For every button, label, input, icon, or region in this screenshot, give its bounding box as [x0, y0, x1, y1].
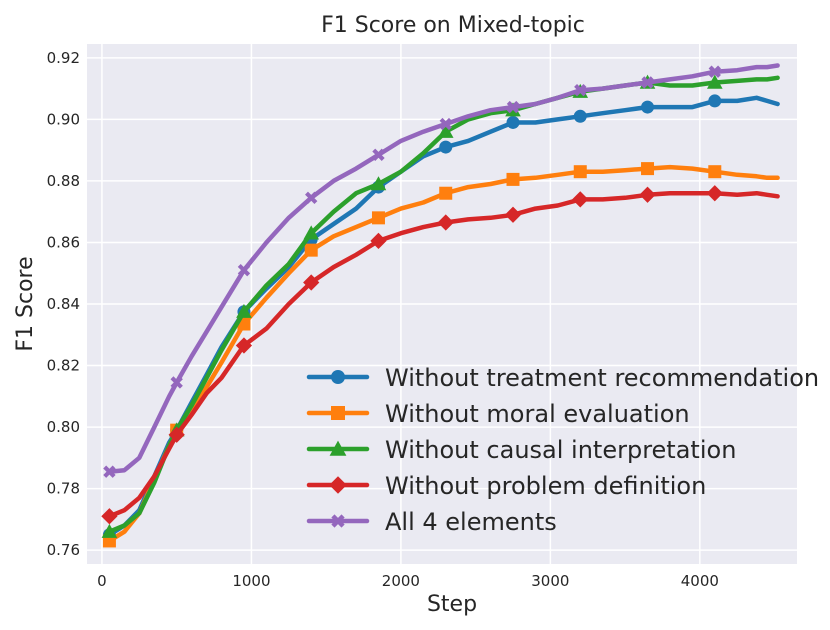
diamond-marker	[706, 185, 723, 202]
x-tick-label: 2000	[382, 572, 420, 590]
x-marker	[170, 376, 183, 389]
x-marker	[237, 263, 251, 277]
square-marker	[439, 186, 453, 200]
legend-label: All 4 elements	[385, 508, 557, 536]
x-marker	[103, 465, 116, 478]
triangle-marker	[329, 440, 347, 456]
legend-item: Without moral evaluation	[306, 400, 690, 428]
legend-item: Without causal interpretation	[306, 436, 736, 464]
x-marker	[574, 83, 587, 97]
x-axis-label: Step	[427, 592, 477, 617]
legend-item: Without problem definition	[306, 472, 706, 500]
diamond-marker	[437, 214, 454, 231]
legend-item: All 4 elements	[306, 508, 557, 536]
y-tick-label: 0.88	[47, 172, 80, 190]
x-marker	[506, 100, 520, 114]
chart-title: F1 Score on Mixed-topic	[321, 13, 585, 38]
x-tick-label: 0	[97, 572, 107, 590]
legend-label: Without problem definition	[385, 472, 706, 500]
diamond-marker	[639, 186, 656, 203]
x-marker	[372, 148, 385, 161]
square-marker	[573, 165, 587, 179]
diamond-marker	[370, 232, 387, 250]
x-tick-label: 4000	[681, 572, 719, 590]
square-marker	[371, 211, 385, 225]
y-tick-label: 0.76	[47, 541, 80, 559]
circle-marker	[573, 109, 587, 123]
x-marker	[708, 65, 721, 78]
triangle-marker	[706, 74, 723, 89]
square-marker	[506, 172, 520, 186]
series-4	[103, 63, 780, 478]
diamond-marker	[303, 274, 320, 291]
series-layer	[101, 63, 780, 548]
y-tick-label: 0.80	[47, 418, 80, 436]
y-tick-label: 0.86	[47, 233, 80, 251]
y-tick-label: 0.92	[47, 49, 80, 67]
triangle-marker	[101, 523, 118, 538]
y-tick-label: 0.82	[47, 357, 80, 375]
y-tick-label: 0.84	[47, 295, 80, 313]
triangle-marker	[303, 225, 320, 240]
diamond-marker	[101, 508, 118, 525]
circle-marker	[439, 140, 453, 154]
diamond-marker	[329, 476, 347, 494]
diamond-marker	[235, 337, 253, 354]
diamond-marker	[504, 206, 522, 223]
grid	[87, 44, 797, 564]
legend: Without treatment recommendation Without …	[306, 364, 819, 536]
triangle-marker	[236, 303, 252, 318]
diamond-marker	[572, 191, 589, 208]
series-line	[107, 63, 780, 474]
x-marker	[331, 514, 345, 528]
triangle-marker	[370, 176, 387, 191]
legend-label: Without causal interpretation	[385, 436, 736, 464]
legend-label: Without treatment recommendation	[385, 364, 819, 392]
y-tick-label: 0.78	[47, 480, 80, 498]
diamond-marker	[168, 426, 185, 443]
x-tick-label: 3000	[531, 572, 569, 590]
circle-marker	[331, 370, 345, 384]
triangle-marker	[437, 123, 454, 138]
circle-marker	[641, 100, 655, 114]
square-marker	[708, 165, 722, 179]
square-marker	[331, 406, 345, 420]
circle-marker	[506, 115, 520, 129]
y-tick-label: 0.90	[47, 110, 80, 128]
tick-labels: 0 1000 2000 3000 4000 0.76 0.78 0.80 0.82 0.84 0.8…	[47, 49, 719, 590]
x-marker	[439, 117, 452, 131]
series-line	[107, 75, 780, 534]
square-marker	[641, 162, 655, 176]
legend-item: Without treatment recommendation	[306, 364, 819, 392]
x-marker	[641, 76, 654, 89]
x-tick-label: 1000	[232, 572, 270, 590]
y-axis-label: F1 Score	[13, 256, 38, 351]
circle-marker	[708, 94, 722, 108]
legend-label: Without moral evaluation	[385, 400, 690, 428]
series-line	[107, 190, 780, 519]
series-3	[101, 185, 780, 525]
square-marker	[304, 243, 318, 257]
x-marker	[305, 191, 318, 205]
